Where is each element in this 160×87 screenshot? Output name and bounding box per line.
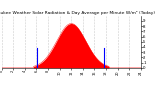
Title: Milwaukee Weather Solar Radiation & Day Average per Minute W/m² (Today): Milwaukee Weather Solar Radiation & Day … xyxy=(0,11,155,15)
